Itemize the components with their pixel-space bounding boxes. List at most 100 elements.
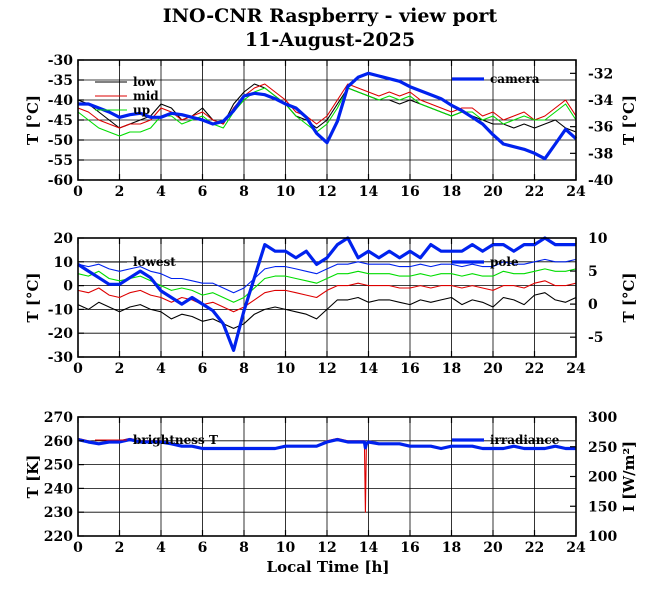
y-tick-label: -60 <box>48 173 74 189</box>
y-tick-label: 260 <box>44 434 73 450</box>
x-tick-label: 16 <box>400 184 419 200</box>
y-right-tick-label: 150 <box>588 499 617 515</box>
legend-label: lowest <box>133 255 176 269</box>
x-tick-label: 22 <box>525 540 544 556</box>
x-tick-label: 0 <box>73 540 83 556</box>
chart-title: INO-CNR Raspberry - view port <box>163 5 498 27</box>
y-tick-label: -10 <box>48 302 74 318</box>
y-right-tick-label: 5 <box>588 264 598 280</box>
y-right-tick-label: -38 <box>588 146 613 162</box>
y-tick-label: -30 <box>48 350 74 366</box>
y-tick-label: 20 <box>54 231 74 247</box>
y-tick-label: -20 <box>48 326 74 342</box>
x-tick-label: 10 <box>276 540 296 556</box>
x-tick-label: 6 <box>198 361 208 377</box>
x-tick-label: 2 <box>115 361 125 377</box>
y-tick-label: -55 <box>48 153 73 169</box>
y-tick-label: 0 <box>63 279 73 295</box>
y-right-tick-label: -5 <box>588 330 604 346</box>
x-tick-label: 14 <box>359 184 379 200</box>
x-tick-label: 4 <box>156 361 166 377</box>
y-right-axis-label: T [°C] <box>620 95 638 145</box>
y-tick-label: -30 <box>48 53 74 69</box>
legend-label: mid <box>133 89 159 103</box>
x-tick-label: 22 <box>525 361 544 377</box>
y-tick-label: -45 <box>48 113 73 129</box>
y-tick-label: -50 <box>48 133 74 149</box>
x-tick-label: 8 <box>239 361 249 377</box>
y-right-tick-label: -40 <box>588 173 614 189</box>
x-tick-label: 8 <box>239 540 249 556</box>
y-tick-label: 230 <box>44 505 73 521</box>
x-tick-label: 20 <box>483 540 503 556</box>
series-line-camera <box>78 71 578 161</box>
y-right-axis-label: T [°C] <box>620 272 638 322</box>
x-tick-label: 4 <box>156 184 166 200</box>
y-axis-label: T [°C] <box>24 95 42 145</box>
y-tick-label: 220 <box>44 529 73 545</box>
x-tick-label: 24 <box>566 540 586 556</box>
x-tick-label: 20 <box>483 184 503 200</box>
legend-label: brightness T <box>133 433 218 447</box>
y-axis-label: T [K] <box>24 455 42 499</box>
y-right-tick-label: 10 <box>588 231 608 247</box>
x-tick-label: 16 <box>400 361 419 377</box>
x-tick-label: 18 <box>442 540 461 556</box>
x-tick-label: 0 <box>73 361 83 377</box>
series-line-low <box>77 83 577 133</box>
y-right-tick-label: -32 <box>588 66 613 82</box>
x-axis-label: Local Time [h] <box>267 558 390 576</box>
x-tick-label: 12 <box>317 361 336 377</box>
y-right-axis-label: I [W/m²] <box>620 441 638 512</box>
x-tick-label: 6 <box>198 540 208 556</box>
legend-label: irradiance <box>490 433 560 447</box>
x-tick-label: 14 <box>359 361 379 377</box>
x-tick-label: 4 <box>156 540 166 556</box>
x-tick-label: 10 <box>276 361 296 377</box>
x-tick-label: 10 <box>276 184 296 200</box>
chart-panel-2: 0 2 4 6 8 10 12 14 16 18 20 22 24-30-20-1001020-5051… <box>24 231 638 377</box>
legend-label: up <box>133 103 150 117</box>
y-tick-label: 10 <box>54 255 74 271</box>
legend-label: camera <box>490 72 540 86</box>
x-tick-label: 12 <box>317 184 336 200</box>
series-line-blue-3 <box>77 258 577 294</box>
series-line-irradiance <box>77 438 576 451</box>
x-tick-label: 2 <box>115 540 125 556</box>
series-line-green-2 <box>77 268 577 303</box>
y-tick-label: -35 <box>48 73 73 89</box>
x-tick-label: 22 <box>525 184 544 200</box>
x-tick-label: 8 <box>239 184 249 200</box>
x-tick-label: 12 <box>317 540 336 556</box>
y-tick-label: 240 <box>44 481 73 497</box>
chart-subtitle: 11-August-2025 <box>245 29 415 51</box>
y-right-tick-label: 0 <box>588 297 598 313</box>
panels: 0 2 4 6 8 10 12 14 16 18 20 22 24-60-55-50-45-40-35-… <box>24 53 638 556</box>
x-tick-label: 24 <box>566 361 586 377</box>
x-tick-label: 20 <box>483 361 503 377</box>
x-tick-label: 6 <box>198 184 208 200</box>
x-tick-label: 18 <box>442 361 461 377</box>
legend-label: pole <box>490 255 519 269</box>
series-line-lowest <box>77 292 577 329</box>
x-tick-label: 24 <box>566 184 586 200</box>
series-line-red-1 <box>77 280 577 313</box>
y-axis-label: T [°C] <box>24 272 42 322</box>
y-tick-label: 250 <box>44 458 73 474</box>
x-tick-label: 2 <box>115 184 125 200</box>
y-right-tick-label: -36 <box>588 120 613 136</box>
x-tick-label: 18 <box>442 184 461 200</box>
y-right-tick-label: 250 <box>588 440 617 456</box>
x-tick-label: 0 <box>73 184 83 200</box>
chart-panel-1: 0 2 4 6 8 10 12 14 16 18 20 22 24-60-55-50-45-40-35-… <box>24 53 638 200</box>
y-tick-label: -40 <box>48 93 74 109</box>
series-line-mid <box>77 83 577 129</box>
y-right-tick-label: 200 <box>588 470 617 486</box>
series-line-pole <box>77 236 576 352</box>
y-right-tick-label: -34 <box>588 93 614 109</box>
legend-label: low <box>133 75 157 89</box>
y-tick-label: 270 <box>44 410 73 426</box>
y-right-tick-label: 100 <box>588 529 617 545</box>
x-tick-label: 14 <box>359 540 379 556</box>
